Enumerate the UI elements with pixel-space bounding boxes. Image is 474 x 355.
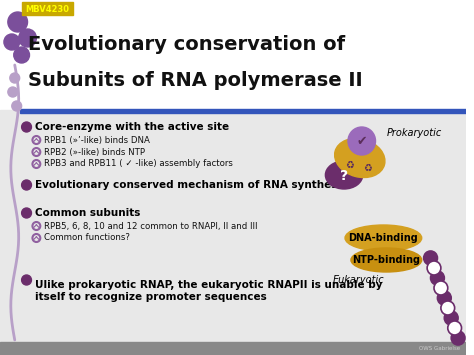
- Ellipse shape: [345, 225, 422, 251]
- Bar: [0, 110, 466, 355]
- Ellipse shape: [335, 138, 385, 178]
- Bar: [22, 2, 73, 15]
- Circle shape: [448, 321, 462, 335]
- Text: Prokaryotic: Prokaryotic: [386, 128, 442, 138]
- Ellipse shape: [325, 161, 363, 189]
- Circle shape: [441, 301, 455, 315]
- Text: RPB3 and RPB11 ( ✓ -like) assembly factors: RPB3 and RPB11 ( ✓ -like) assembly facto…: [44, 159, 233, 169]
- Circle shape: [8, 12, 27, 32]
- Circle shape: [22, 208, 31, 218]
- Circle shape: [434, 281, 448, 295]
- Circle shape: [451, 331, 465, 345]
- Text: Subunits of RNA polymerase II: Subunits of RNA polymerase II: [27, 71, 362, 89]
- Circle shape: [8, 87, 18, 97]
- Circle shape: [438, 291, 451, 305]
- Text: ♻: ♻: [346, 160, 355, 170]
- Circle shape: [10, 73, 19, 83]
- Text: Evolutionary conservation of: Evolutionary conservation of: [27, 36, 345, 55]
- Circle shape: [427, 261, 441, 275]
- Text: OWS Gabrielse: OWS Gabrielse: [419, 346, 460, 351]
- Ellipse shape: [351, 248, 422, 272]
- Circle shape: [22, 275, 31, 285]
- Text: Core-enzyme with the active site: Core-enzyme with the active site: [36, 122, 229, 132]
- Text: Common functions?: Common functions?: [44, 234, 130, 242]
- Bar: [0, 0, 466, 110]
- Circle shape: [14, 47, 29, 63]
- Circle shape: [444, 311, 458, 325]
- Circle shape: [12, 101, 22, 111]
- Bar: [19, 109, 466, 113]
- Circle shape: [430, 271, 444, 285]
- Bar: [0, 342, 466, 355]
- Text: NTP-binding: NTP-binding: [352, 255, 420, 265]
- Text: ♻: ♻: [363, 163, 372, 173]
- Text: ✔: ✔: [356, 135, 367, 147]
- Text: Common subunits: Common subunits: [36, 208, 141, 218]
- Text: DNA-binding: DNA-binding: [348, 233, 418, 243]
- Text: MBV4230: MBV4230: [25, 5, 69, 14]
- Text: Eukaryotic: Eukaryotic: [332, 275, 384, 285]
- Circle shape: [22, 180, 31, 190]
- Text: RPB2 (»-like) binds NTP: RPB2 (»-like) binds NTP: [44, 147, 145, 157]
- Text: RPB1 (»’-like) binds DNA: RPB1 (»’-like) binds DNA: [44, 136, 150, 144]
- Text: ?: ?: [340, 169, 348, 183]
- Text: Evolutionary conserved mechanism of RNA synthesis: Evolutionary conserved mechanism of RNA …: [36, 180, 347, 190]
- Circle shape: [348, 127, 375, 155]
- Text: Ulike prokaryotic RNAP, the eukaryotic RNAPII is unable by
itself to recognize p: Ulike prokaryotic RNAP, the eukaryotic R…: [36, 280, 383, 302]
- Circle shape: [4, 34, 19, 50]
- Text: RPB5, 6, 8, 10 and 12 common to RNAPI, II and III: RPB5, 6, 8, 10 and 12 common to RNAPI, I…: [44, 222, 258, 230]
- Circle shape: [22, 122, 31, 132]
- Circle shape: [424, 251, 438, 265]
- Circle shape: [18, 29, 36, 47]
